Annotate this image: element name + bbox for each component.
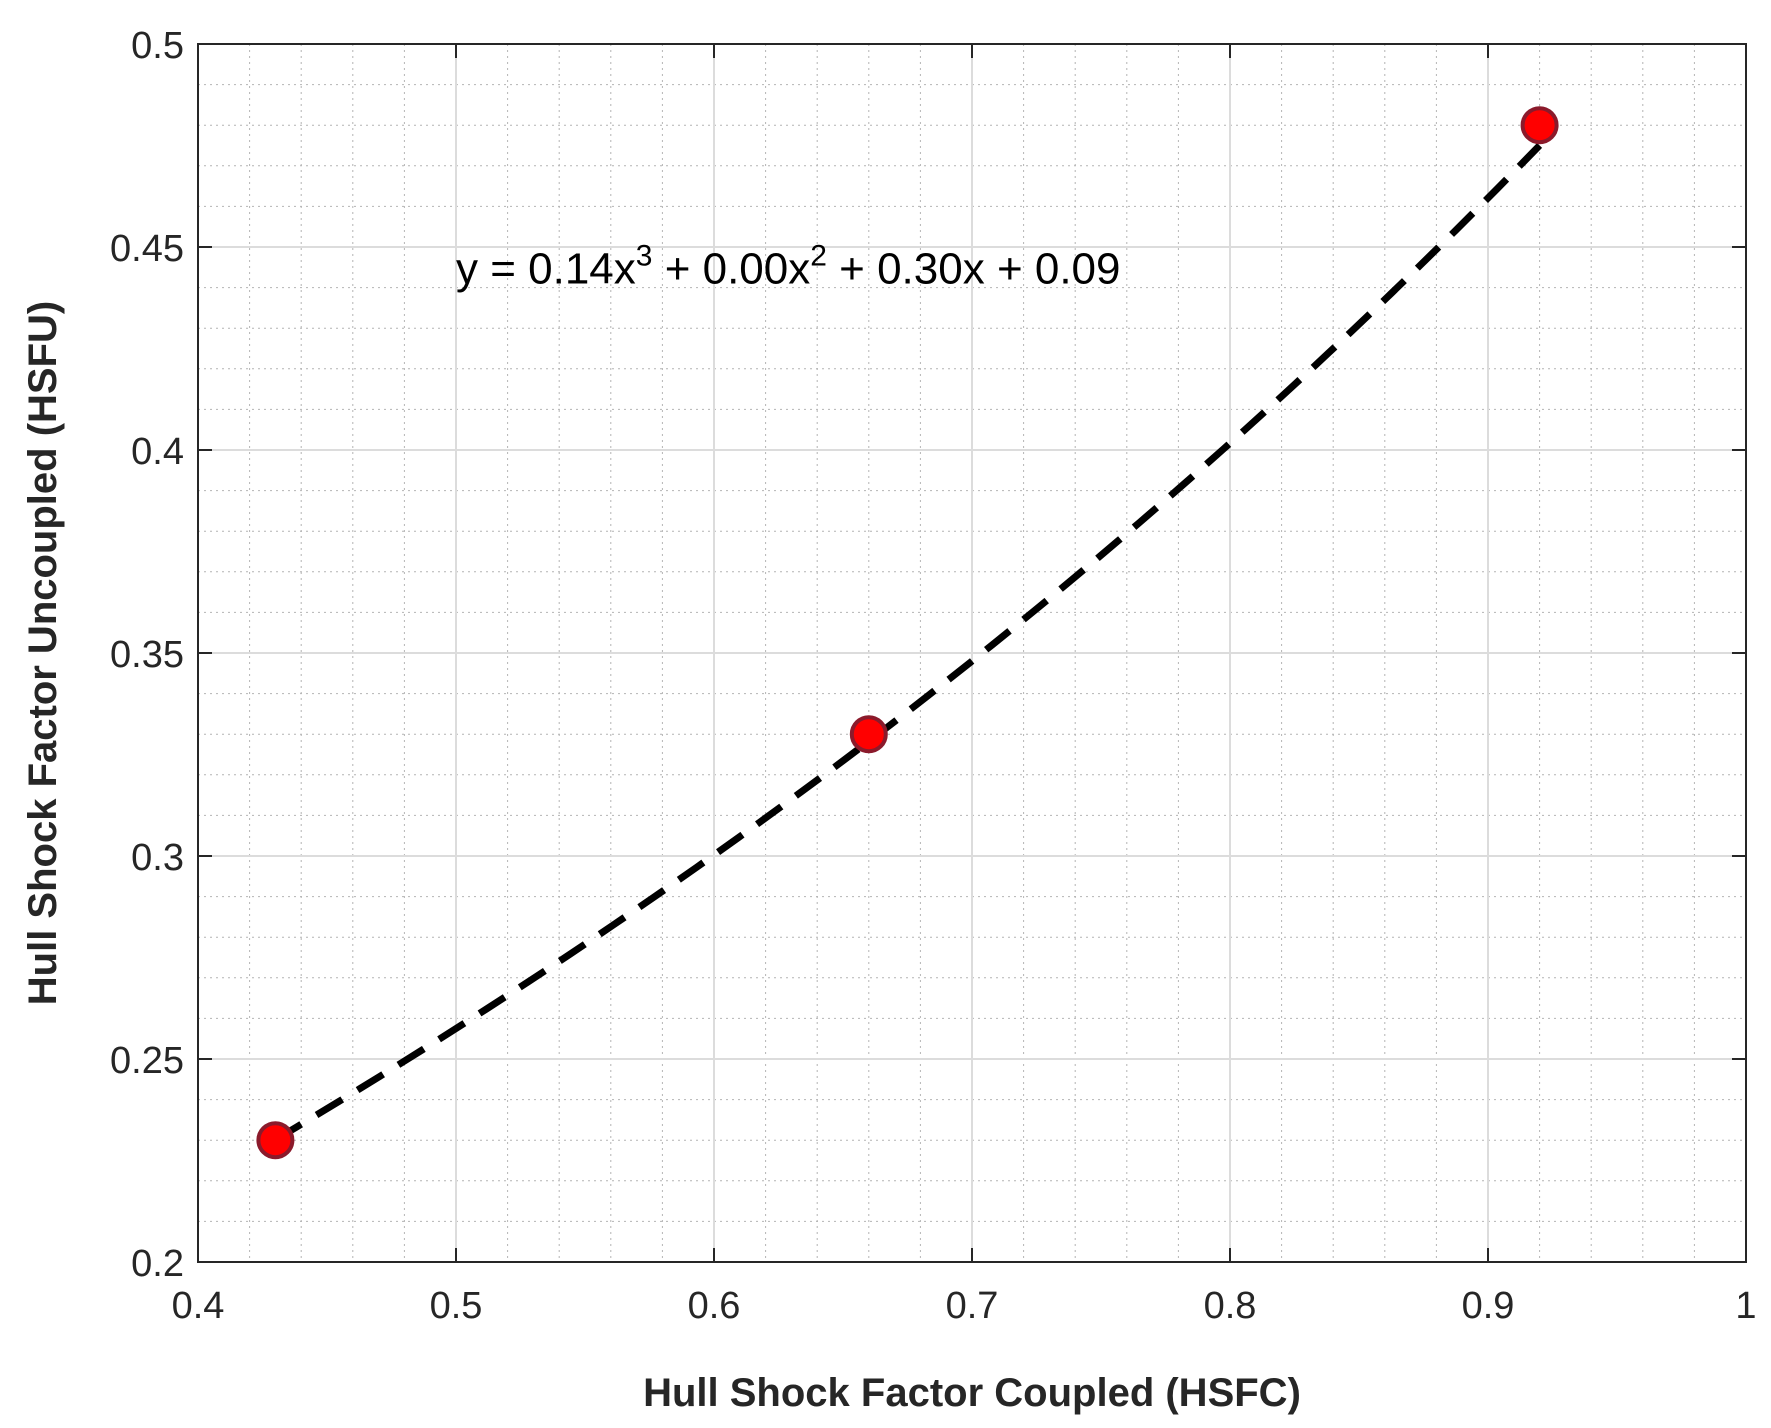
equation-part-1: y = 0.14x [456,244,636,293]
x-axis-title: Hull Shock Factor Coupled (HSFC) [643,1371,1301,1415]
fit-equation-annotation: y = 0.14x3 + 0.00x2 + 0.30x + 0.09 [456,239,1121,293]
y-tick-label: 0.5 [131,25,184,67]
x-tick-label: 0.5 [430,1285,483,1327]
x-tick-label: 0.8 [1204,1285,1257,1327]
y-tick-label: 0.2 [131,1243,184,1285]
x-tick-labels: 0.4 0.5 0.6 0.7 0.8 0.9 1 [172,1285,1757,1327]
equation-part-3: + 0.30x + 0.09 [827,244,1121,293]
y-tick-label: 0.4 [131,431,184,473]
x-tick-label: 0.7 [946,1285,999,1327]
x-tick-label: 0.4 [172,1285,225,1327]
x-tick-label: 0.6 [688,1285,741,1327]
equation-exponent-2: 2 [810,239,827,272]
x-tick-label: 0.9 [1462,1285,1515,1327]
data-points [256,106,1559,1160]
y-tick-label: 0.3 [131,837,184,879]
y-tick-label: 0.25 [110,1040,184,1082]
fit-curve [273,142,1543,1143]
equation-part-2: + 0.00x [652,244,810,293]
x-tick-label: 1 [1735,1285,1756,1327]
data-point [1520,106,1559,145]
data-point [256,1121,295,1160]
equation-exponent-3: 3 [636,239,653,272]
major-grid [198,44,1746,1262]
y-tick-labels: 0.2 0.25 0.3 0.35 0.4 0.45 0.5 [110,25,184,1285]
y-tick-label: 0.45 [110,228,184,270]
data-point [849,715,888,754]
y-axis-title: Hull Shock Factor Uncoupled (HSFU) [21,301,65,1005]
axis-ticks [197,43,1747,1263]
y-tick-label: 0.35 [110,634,184,676]
